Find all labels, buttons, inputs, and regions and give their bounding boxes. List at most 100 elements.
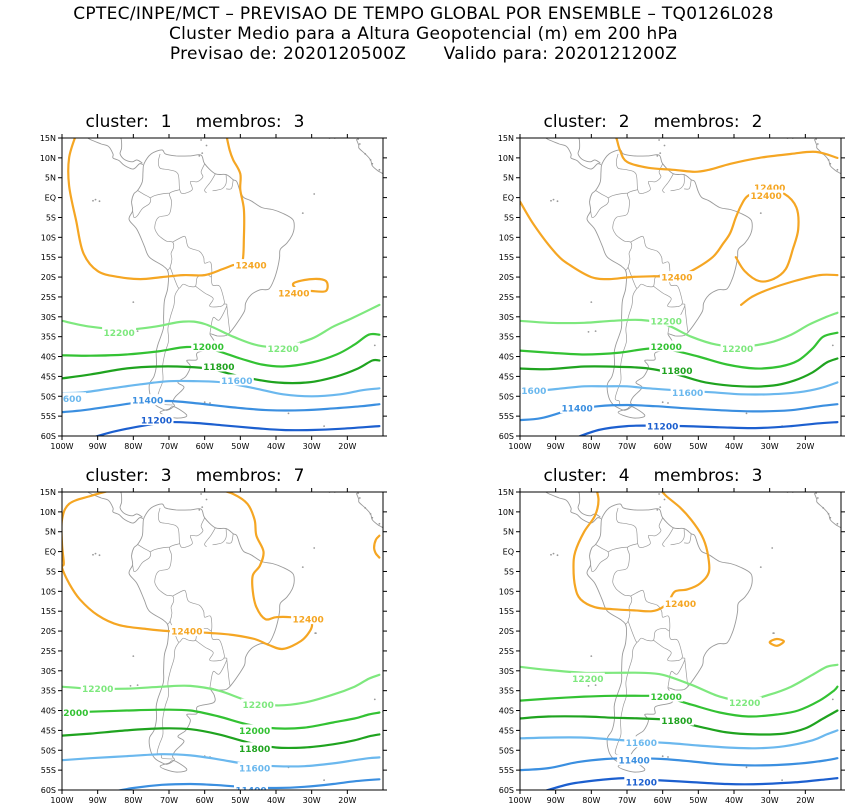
island-speck bbox=[29, 658, 31, 660]
panel-title: cluster: 2 membros: 2 bbox=[458, 112, 847, 132]
island-speck bbox=[336, 485, 338, 487]
contour-12000 bbox=[62, 332, 381, 368]
island-speck bbox=[200, 139, 203, 141]
contour-label: 12000 bbox=[193, 343, 224, 353]
island-speck bbox=[92, 199, 94, 202]
island-speck bbox=[198, 483, 200, 485]
island-speck bbox=[200, 493, 203, 495]
contour-label-bg bbox=[649, 314, 684, 326]
island-speck bbox=[640, 125, 642, 127]
island-speck bbox=[336, 131, 338, 133]
island-speck bbox=[816, 143, 819, 145]
lat-label: 5S bbox=[504, 567, 514, 576]
island-speck bbox=[378, 522, 381, 525]
island-speck bbox=[640, 479, 642, 481]
island-speck bbox=[590, 301, 593, 303]
lon-label: 30W bbox=[303, 796, 321, 805]
island-speck bbox=[667, 756, 669, 758]
contour-11600 bbox=[520, 381, 839, 396]
contour-12000 bbox=[520, 685, 839, 718]
island-speck bbox=[205, 498, 208, 501]
contour-label: 11600 bbox=[672, 389, 703, 399]
lon-label: 70W bbox=[160, 442, 178, 451]
lon-label: 60W bbox=[196, 796, 214, 805]
island-speck bbox=[369, 159, 372, 161]
members-count: 3 bbox=[751, 466, 763, 486]
island-speck bbox=[29, 304, 31, 306]
map-content: 1240012400124001220012200120001180011600… bbox=[520, 125, 841, 436]
map-svg: 12400 12200 12200 12000 11800 11600 11400 11200… bbox=[487, 479, 845, 805]
contour-label: 12200 bbox=[722, 345, 753, 355]
coastline-africa bbox=[355, 139, 383, 175]
island-speck bbox=[556, 554, 559, 557]
lat-label: EQ bbox=[45, 548, 56, 557]
lon-label: 80W bbox=[124, 442, 142, 451]
island-speck bbox=[594, 684, 597, 686]
country-border bbox=[154, 189, 180, 271]
country-border bbox=[169, 235, 213, 289]
panel-cluster-3: cluster: 3 membros: 7 12400 12400 12200 12200 12… bbox=[0, 466, 390, 806]
map-content: 12400 12400 12200 12200 12000 12000 11800 11600… bbox=[29, 479, 383, 790]
contour-label-bg bbox=[102, 326, 137, 338]
lat-label: 50S bbox=[499, 746, 514, 755]
panel-cluster-2: cluster: 2 membros: 2 12400 12400 12400 12200 12… bbox=[458, 112, 847, 452]
lon-label: 100W bbox=[508, 442, 531, 451]
lon-label: 100W bbox=[50, 796, 73, 805]
country-border bbox=[670, 528, 685, 546]
contour-label: 12400 bbox=[278, 290, 309, 300]
lon-label: 70W bbox=[160, 796, 178, 805]
cluster-number: 1 bbox=[160, 112, 172, 132]
coastline-caribbean bbox=[577, 138, 601, 164]
members-count: 7 bbox=[293, 466, 305, 486]
lon-label: 100W bbox=[508, 796, 531, 805]
island-speck bbox=[661, 401, 664, 404]
island-speck bbox=[759, 566, 762, 568]
island-speck bbox=[659, 152, 662, 154]
lat-label: 5N bbox=[503, 528, 514, 537]
contour-12400 bbox=[373, 534, 381, 559]
contour-label-bg bbox=[649, 690, 684, 702]
island-speck bbox=[794, 485, 796, 487]
cluster-label: cluster: bbox=[543, 112, 607, 132]
contour-label-bg bbox=[191, 340, 226, 352]
island-speck bbox=[181, 124, 183, 126]
lat-label: 35S bbox=[499, 333, 514, 342]
island-speck bbox=[655, 130, 657, 132]
island-speck bbox=[323, 425, 325, 427]
contour-label: 12200 bbox=[243, 701, 274, 711]
cluster-number: 2 bbox=[618, 112, 630, 132]
contour-label: 11200 bbox=[647, 423, 678, 433]
coastline-caribbean bbox=[577, 492, 601, 518]
cluster-number: 3 bbox=[160, 466, 172, 486]
lat-label: 5N bbox=[503, 174, 514, 183]
lat-label: 40S bbox=[41, 707, 56, 716]
island-speck bbox=[815, 138, 817, 141]
cluster-label: cluster: bbox=[85, 466, 149, 486]
island-speck bbox=[371, 516, 374, 519]
island-speck bbox=[550, 553, 552, 556]
lat-label: 10N bbox=[40, 154, 56, 163]
lon-label: 80W bbox=[582, 442, 600, 451]
island-speck bbox=[378, 168, 381, 171]
island-speck bbox=[144, 125, 146, 127]
island-speck bbox=[658, 493, 660, 495]
contour-11400 bbox=[62, 399, 381, 414]
island-speck bbox=[587, 685, 590, 687]
map-svg: 12400 12400 12200 12200 12000 12000 11800 11600… bbox=[29, 479, 387, 805]
coastline-africa bbox=[813, 493, 841, 529]
contour-label-bg bbox=[617, 754, 652, 766]
island-speck bbox=[658, 139, 660, 141]
lat-label: 20S bbox=[499, 273, 514, 282]
lat-label: EQ bbox=[45, 194, 56, 203]
contour-label: 12200 bbox=[729, 699, 760, 709]
members-label: membros: bbox=[653, 466, 740, 486]
island-speck bbox=[140, 479, 142, 481]
lon-label: 90W bbox=[89, 796, 107, 805]
contour-label-bg bbox=[80, 682, 115, 694]
lon-label: 20W bbox=[796, 796, 814, 805]
contour-label-bg bbox=[219, 374, 254, 386]
lon-label: 90W bbox=[547, 796, 565, 805]
island-speck bbox=[487, 658, 489, 660]
country-border bbox=[226, 305, 232, 333]
map-content: 12400 12400 12200 12200 12000 11800 11600 1600 1… bbox=[29, 124, 383, 436]
